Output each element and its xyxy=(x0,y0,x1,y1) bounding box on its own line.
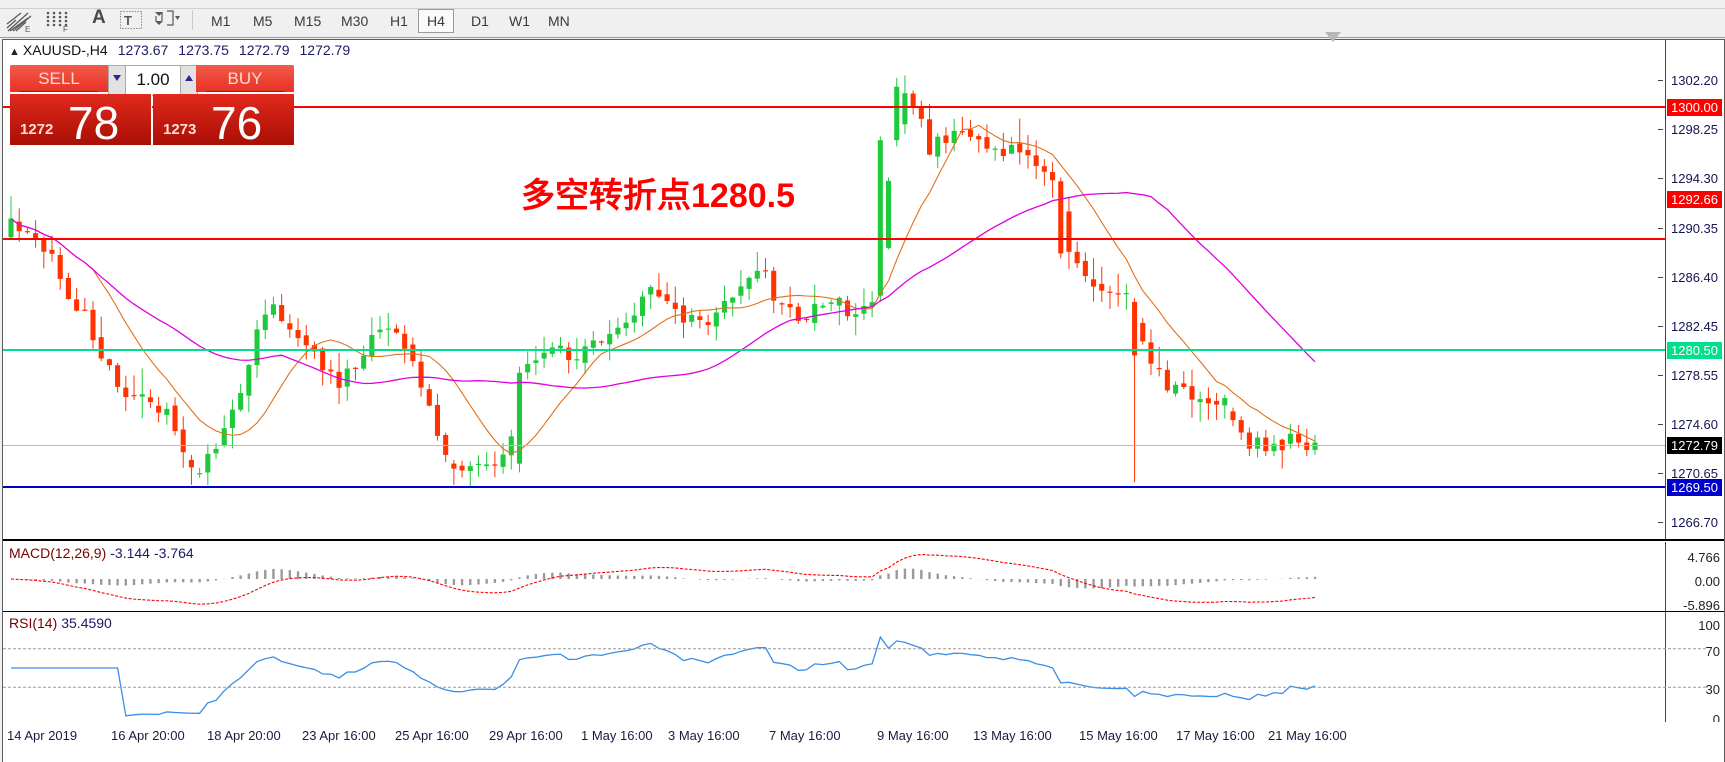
svg-text:F: F xyxy=(63,25,68,33)
svg-text:T: T xyxy=(124,13,132,28)
svg-text:E: E xyxy=(25,25,30,33)
